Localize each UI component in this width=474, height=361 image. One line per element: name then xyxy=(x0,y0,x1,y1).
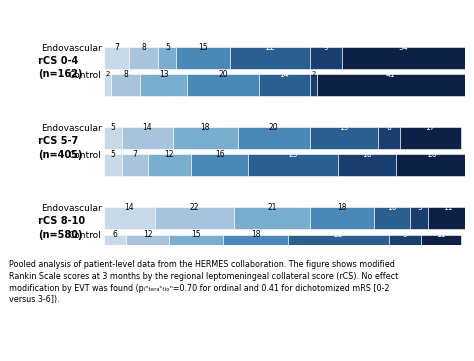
Text: (n=162): (n=162) xyxy=(38,69,82,79)
Bar xyxy=(104,127,122,149)
Text: rCS 0-4: rCS 0-4 xyxy=(38,56,78,66)
Bar xyxy=(342,47,465,69)
Bar xyxy=(338,155,396,177)
Bar xyxy=(374,207,410,229)
Bar xyxy=(104,74,111,96)
Bar xyxy=(158,47,176,69)
Text: 28: 28 xyxy=(334,230,343,239)
Bar xyxy=(176,47,230,69)
Text: rCS 5-7: rCS 5-7 xyxy=(38,136,78,146)
Bar xyxy=(310,47,342,69)
Bar xyxy=(410,207,428,229)
Bar xyxy=(389,235,421,256)
Text: 19: 19 xyxy=(339,123,349,132)
Bar xyxy=(421,235,461,256)
Text: 5: 5 xyxy=(417,203,422,212)
Text: 12: 12 xyxy=(143,230,152,239)
Bar xyxy=(104,207,155,229)
Bar xyxy=(104,47,129,69)
Bar xyxy=(288,235,389,256)
Bar xyxy=(400,127,461,149)
Text: (n=580): (n=580) xyxy=(38,230,82,240)
Bar xyxy=(104,155,122,177)
Bar xyxy=(104,235,126,256)
Text: 5: 5 xyxy=(111,123,116,132)
Text: 15: 15 xyxy=(199,43,208,52)
Text: 20: 20 xyxy=(427,150,437,159)
Text: 22: 22 xyxy=(265,43,275,52)
Bar xyxy=(173,127,237,149)
Text: 6: 6 xyxy=(386,123,392,132)
Bar xyxy=(378,127,400,149)
Text: 41: 41 xyxy=(386,70,395,79)
Bar xyxy=(310,207,374,229)
Text: 20: 20 xyxy=(219,70,228,79)
Text: 18: 18 xyxy=(201,123,210,132)
Bar xyxy=(187,74,259,96)
Text: 16: 16 xyxy=(363,150,372,159)
Text: rCS 8-10: rCS 8-10 xyxy=(38,216,85,226)
Bar xyxy=(317,74,465,96)
Text: 20: 20 xyxy=(269,123,278,132)
Text: 14: 14 xyxy=(280,70,289,79)
Text: 17: 17 xyxy=(426,123,435,132)
Bar xyxy=(428,207,468,229)
Text: 11: 11 xyxy=(444,203,453,212)
Text: 21: 21 xyxy=(267,203,276,212)
Bar xyxy=(310,127,378,149)
Text: 22: 22 xyxy=(190,203,199,212)
Bar xyxy=(223,235,288,256)
Text: 18: 18 xyxy=(337,203,347,212)
Bar xyxy=(155,207,234,229)
Bar xyxy=(259,74,310,96)
Text: 16: 16 xyxy=(215,150,224,159)
Text: 7: 7 xyxy=(132,150,137,159)
Text: 7: 7 xyxy=(114,43,119,52)
Text: 8: 8 xyxy=(142,43,146,52)
Text: 34: 34 xyxy=(399,43,408,52)
Text: 25: 25 xyxy=(289,150,298,159)
Text: 2: 2 xyxy=(311,71,315,77)
Bar xyxy=(191,155,248,177)
Bar xyxy=(147,155,191,177)
Bar xyxy=(310,74,317,96)
Bar xyxy=(129,47,158,69)
Text: 18: 18 xyxy=(251,230,260,239)
Text: Pooled analysis of patient-level data from the HERMES collaboration. The figure : Pooled analysis of patient-level data fr… xyxy=(9,260,399,304)
Text: 12: 12 xyxy=(164,150,174,159)
Text: 14: 14 xyxy=(143,123,152,132)
Text: 6: 6 xyxy=(113,230,118,239)
Text: 8: 8 xyxy=(124,70,128,79)
Text: 9: 9 xyxy=(323,43,328,52)
Bar xyxy=(122,155,147,177)
Text: 13: 13 xyxy=(159,70,169,79)
Bar xyxy=(126,235,169,256)
Text: 10: 10 xyxy=(388,203,397,212)
Text: 9: 9 xyxy=(402,230,408,239)
Text: 11: 11 xyxy=(437,230,446,239)
Text: 2: 2 xyxy=(106,71,110,77)
Text: 14: 14 xyxy=(125,203,134,212)
Bar xyxy=(122,127,173,149)
Bar xyxy=(111,74,140,96)
Bar xyxy=(230,47,310,69)
Bar xyxy=(237,127,310,149)
Text: (n=405): (n=405) xyxy=(38,149,82,160)
Text: 15: 15 xyxy=(191,230,201,239)
Bar xyxy=(169,235,223,256)
Bar xyxy=(396,155,468,177)
Bar xyxy=(140,74,187,96)
Bar xyxy=(234,207,310,229)
Text: 5: 5 xyxy=(111,150,116,159)
Bar xyxy=(248,155,338,177)
Text: 5: 5 xyxy=(165,43,170,52)
